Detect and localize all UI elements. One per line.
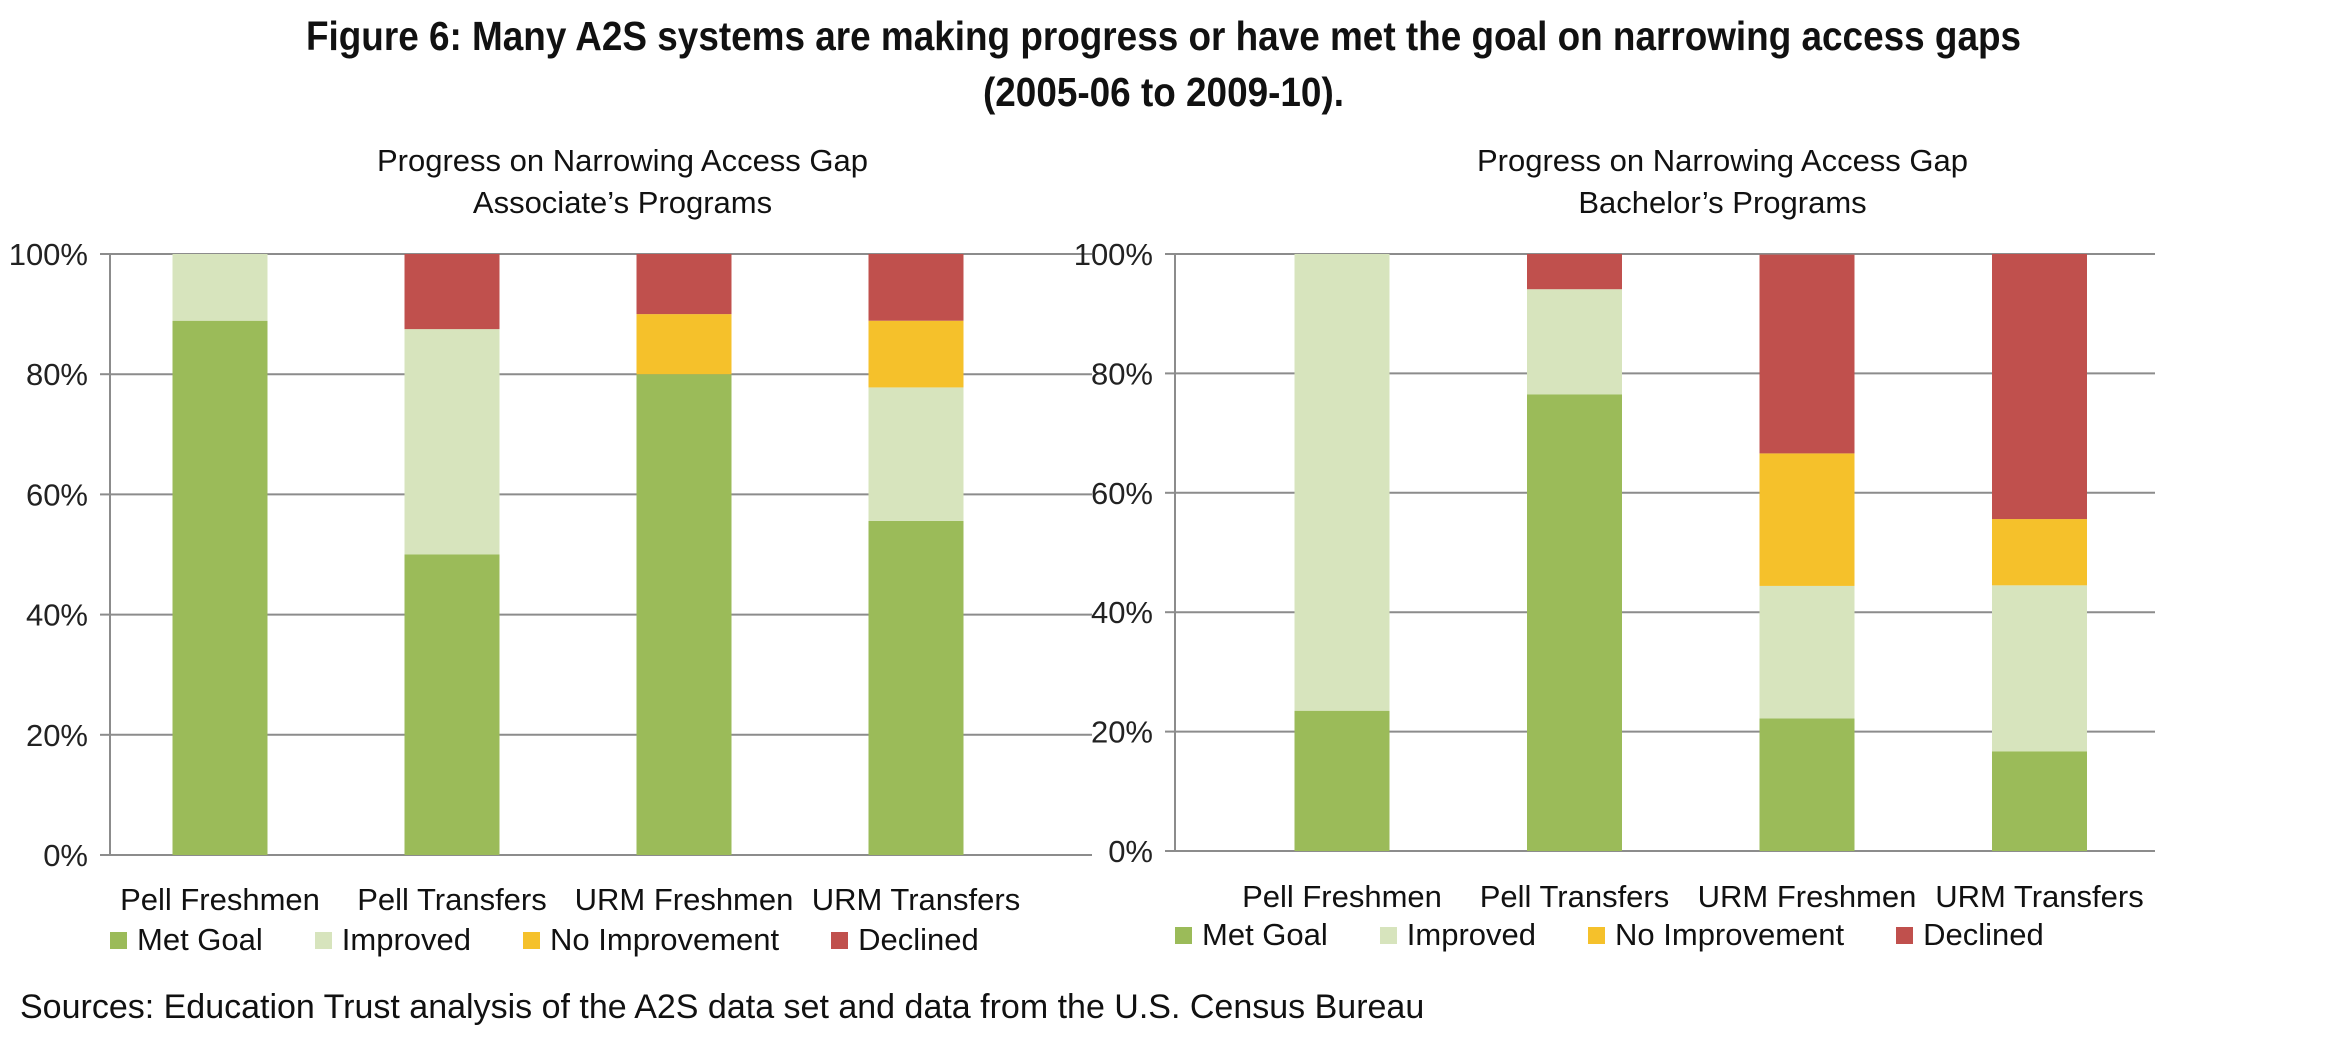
bar-segment-improved-urm-transfers [1992, 585, 2087, 752]
bar-segment-no-improvement-urm-freshmen [1759, 453, 1855, 586]
x-category-label: Pell Freshmen [120, 882, 320, 917]
x-category-label: Pell Freshmen [1242, 879, 1442, 914]
legend-swatch [1588, 926, 1606, 944]
bar-segment-improved-urm-transfers [868, 387, 964, 521]
x-category-label: URM Transfers [812, 882, 1020, 917]
y-tick-label: 80% [1091, 356, 1153, 391]
figure-title: Figure 6: Many A2S systems are making pr… [116, 8, 2210, 120]
legend-swatch [1175, 926, 1192, 944]
bar-segment-declined-pell-transfers [1527, 254, 1622, 290]
bar-segment-improved-pell-freshmen [172, 254, 268, 321]
legend-label: Met Goal [1202, 917, 1328, 952]
bar-segment-declined-urm-freshmen [636, 254, 732, 315]
legend-label: Improved [341, 922, 472, 957]
legend-swatch [1896, 926, 1914, 944]
y-tick-label: 20% [1091, 715, 1153, 750]
chart-title-line1: Progress on Narrowing Access Gap [1476, 143, 1969, 178]
bar-segment-met-goal-urm-transfers [1992, 751, 2087, 851]
bachelors-chart-title: Progress on Narrowing Access Gap Bachelo… [1110, 140, 2327, 224]
bachelors-chart-legend: Met Goal Improved No Improvement Declined [1175, 917, 2044, 953]
bar-segment-improved-pell-freshmen [1294, 254, 1390, 711]
chart-title-line2: Associate’s Programs [472, 185, 773, 220]
bar-segment-declined-urm-transfers [1992, 254, 2087, 520]
legend-item-no-improvement: No Improvement [1588, 917, 1844, 953]
legend-item-improved: Improved [1379, 917, 1537, 953]
figure-title-line1: Figure 6: Many A2S systems are making pr… [305, 13, 2022, 59]
x-category-label: Pell Transfers [357, 882, 547, 917]
y-tick-label: 20% [26, 718, 88, 753]
legend-swatch [523, 931, 541, 949]
bachelors-chart-panel: Progress on Narrowing Access Gap Bachelo… [1074, 130, 2327, 980]
bar-segment-met-goal-pell-freshmen [172, 320, 268, 855]
bachelors-chart-plot: 0% 20% 40% 60% 80% 100% Pell Freshmen Pell Tran… [1074, 237, 2155, 914]
y-tick-label: 60% [1091, 476, 1153, 511]
bar-segment-met-goal-urm-freshmen [1759, 718, 1855, 851]
bar-segment-declined-urm-freshmen [1759, 254, 1855, 454]
legend-label: No Improvement [550, 922, 780, 957]
bar-segment-met-goal-pell-transfers [1527, 394, 1622, 851]
legend-item-met-goal: Met Goal [1175, 917, 1328, 953]
y-tick-label: 0% [1108, 834, 1153, 869]
y-tick-label: 40% [1091, 595, 1153, 630]
legend-item-no-improvement: No Improvement [523, 922, 779, 958]
chart-title-line2: Bachelor’s Programs [1578, 185, 1867, 220]
associates-chart-title: Progress on Narrowing Access Gap Associa… [160, 140, 1085, 224]
legend-item-improved: Improved [314, 922, 472, 958]
associates-chart-plot: 0% 20% 40% 60% 80% 100% Pell Freshmen Pell Tran… [9, 237, 1092, 917]
source-note: Sources: Education Trust analysis of the… [20, 988, 1425, 1026]
bar-segment-no-improvement-urm-transfers [868, 320, 964, 388]
y-tick-label: 60% [26, 477, 88, 512]
bar-segment-met-goal-pell-transfers [404, 554, 500, 855]
chart-title-line1: Progress on Narrowing Access Gap [376, 143, 869, 178]
y-tick-label: 0% [43, 838, 88, 873]
legend-swatch [831, 931, 849, 949]
x-category-label: URM Freshmen [575, 882, 794, 917]
legend-label: Improved [1406, 917, 1537, 952]
x-category-label: URM Transfers [1935, 879, 2143, 914]
figure-title-line2: (2005-06 to 2009-10). [982, 69, 1345, 115]
y-tick-label: 100% [1074, 237, 1153, 272]
legend-item-declined: Declined [1896, 917, 2044, 953]
bar-segment-improved-pell-transfers [1527, 289, 1622, 395]
bar-segment-no-improvement-urm-freshmen [636, 314, 732, 375]
legend-label: Declined [1923, 917, 2044, 952]
associates-chart-legend: Met Goal Improved No Improvement Declined [110, 922, 979, 958]
bar-segment-declined-urm-transfers [868, 254, 964, 321]
bar-segment-met-goal-urm-transfers [868, 520, 964, 855]
legend-swatch [314, 931, 332, 949]
bar-segment-improved-pell-transfers [404, 329, 500, 555]
legend-label: No Improvement [1615, 917, 1845, 952]
bar-segment-no-improvement-urm-transfers [1992, 519, 2087, 586]
bar-segment-met-goal-urm-freshmen [636, 374, 732, 855]
y-tick-label: 80% [26, 357, 88, 392]
bar-segment-declined-pell-transfers [404, 254, 500, 330]
bar-segment-met-goal-pell-freshmen [1294, 710, 1390, 851]
x-category-label: Pell Transfers [1480, 879, 1670, 914]
legend-label: Met Goal [137, 922, 263, 957]
y-tick-label: 100% [9, 237, 88, 272]
x-category-label: URM Freshmen [1698, 879, 1917, 914]
associates-chart-panel: Progress on Narrowing Access Gap Associa… [0, 130, 1110, 980]
legend-item-declined: Declined [831, 922, 979, 958]
legend-swatch [110, 931, 127, 949]
bar-segment-improved-urm-freshmen [1759, 585, 1855, 719]
legend-swatch [1379, 926, 1397, 944]
legend-item-met-goal: Met Goal [110, 922, 263, 958]
y-tick-label: 40% [26, 598, 88, 633]
legend-label: Declined [858, 922, 979, 957]
